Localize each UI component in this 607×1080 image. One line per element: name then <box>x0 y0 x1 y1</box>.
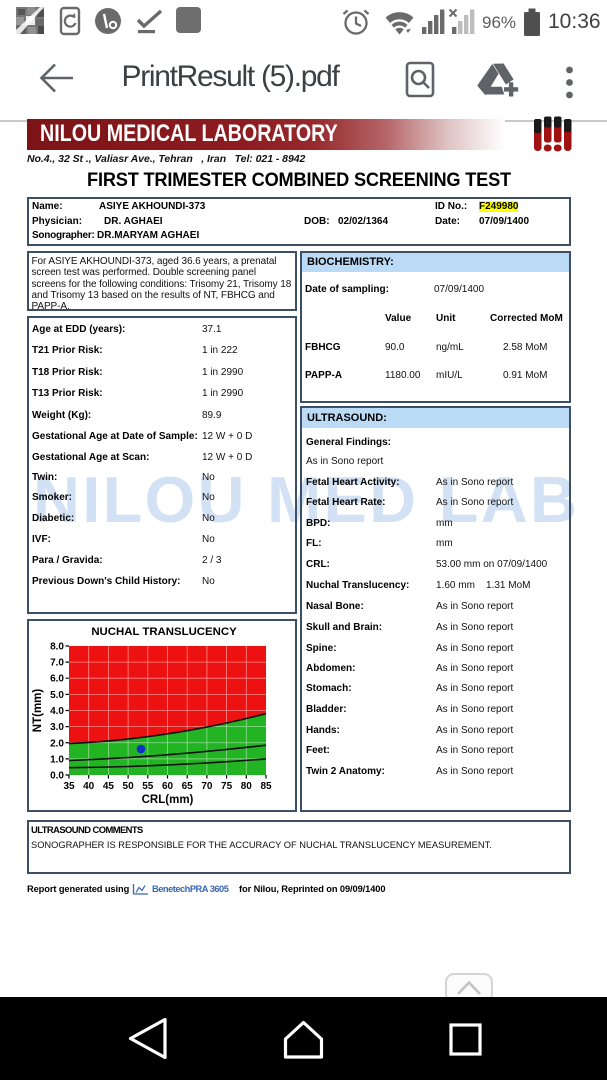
svg-text:4.0: 4.0 <box>50 706 64 717</box>
svg-text:1.0: 1.0 <box>50 754 64 765</box>
svg-text:80: 80 <box>241 781 253 792</box>
svg-text:55: 55 <box>142 781 154 792</box>
svg-text:8.0: 8.0 <box>50 642 64 653</box>
svg-text:50: 50 <box>123 781 135 792</box>
svg-text:40: 40 <box>83 781 95 792</box>
svg-text:65: 65 <box>182 781 194 792</box>
svg-text:70: 70 <box>201 781 213 792</box>
svg-text:NUCHAL TRANSLUCENCY: NUCHAL TRANSLUCENCY <box>91 626 237 638</box>
svg-text:45: 45 <box>103 781 115 792</box>
svg-text:60: 60 <box>162 781 174 792</box>
svg-text:35: 35 <box>63 781 75 792</box>
svg-text:CRL(mm): CRL(mm) <box>142 794 194 806</box>
svg-text:6.0: 6.0 <box>50 674 64 685</box>
svg-text:NT(mm): NT(mm) <box>32 689 44 733</box>
svg-text:2.0: 2.0 <box>50 738 64 749</box>
svg-text:5.0: 5.0 <box>50 690 64 701</box>
svg-text:0.0: 0.0 <box>50 771 64 782</box>
svg-text:85: 85 <box>260 781 272 792</box>
svg-text:75: 75 <box>221 781 233 792</box>
svg-text:3.0: 3.0 <box>50 722 64 733</box>
svg-text:7.0: 7.0 <box>50 658 64 669</box>
